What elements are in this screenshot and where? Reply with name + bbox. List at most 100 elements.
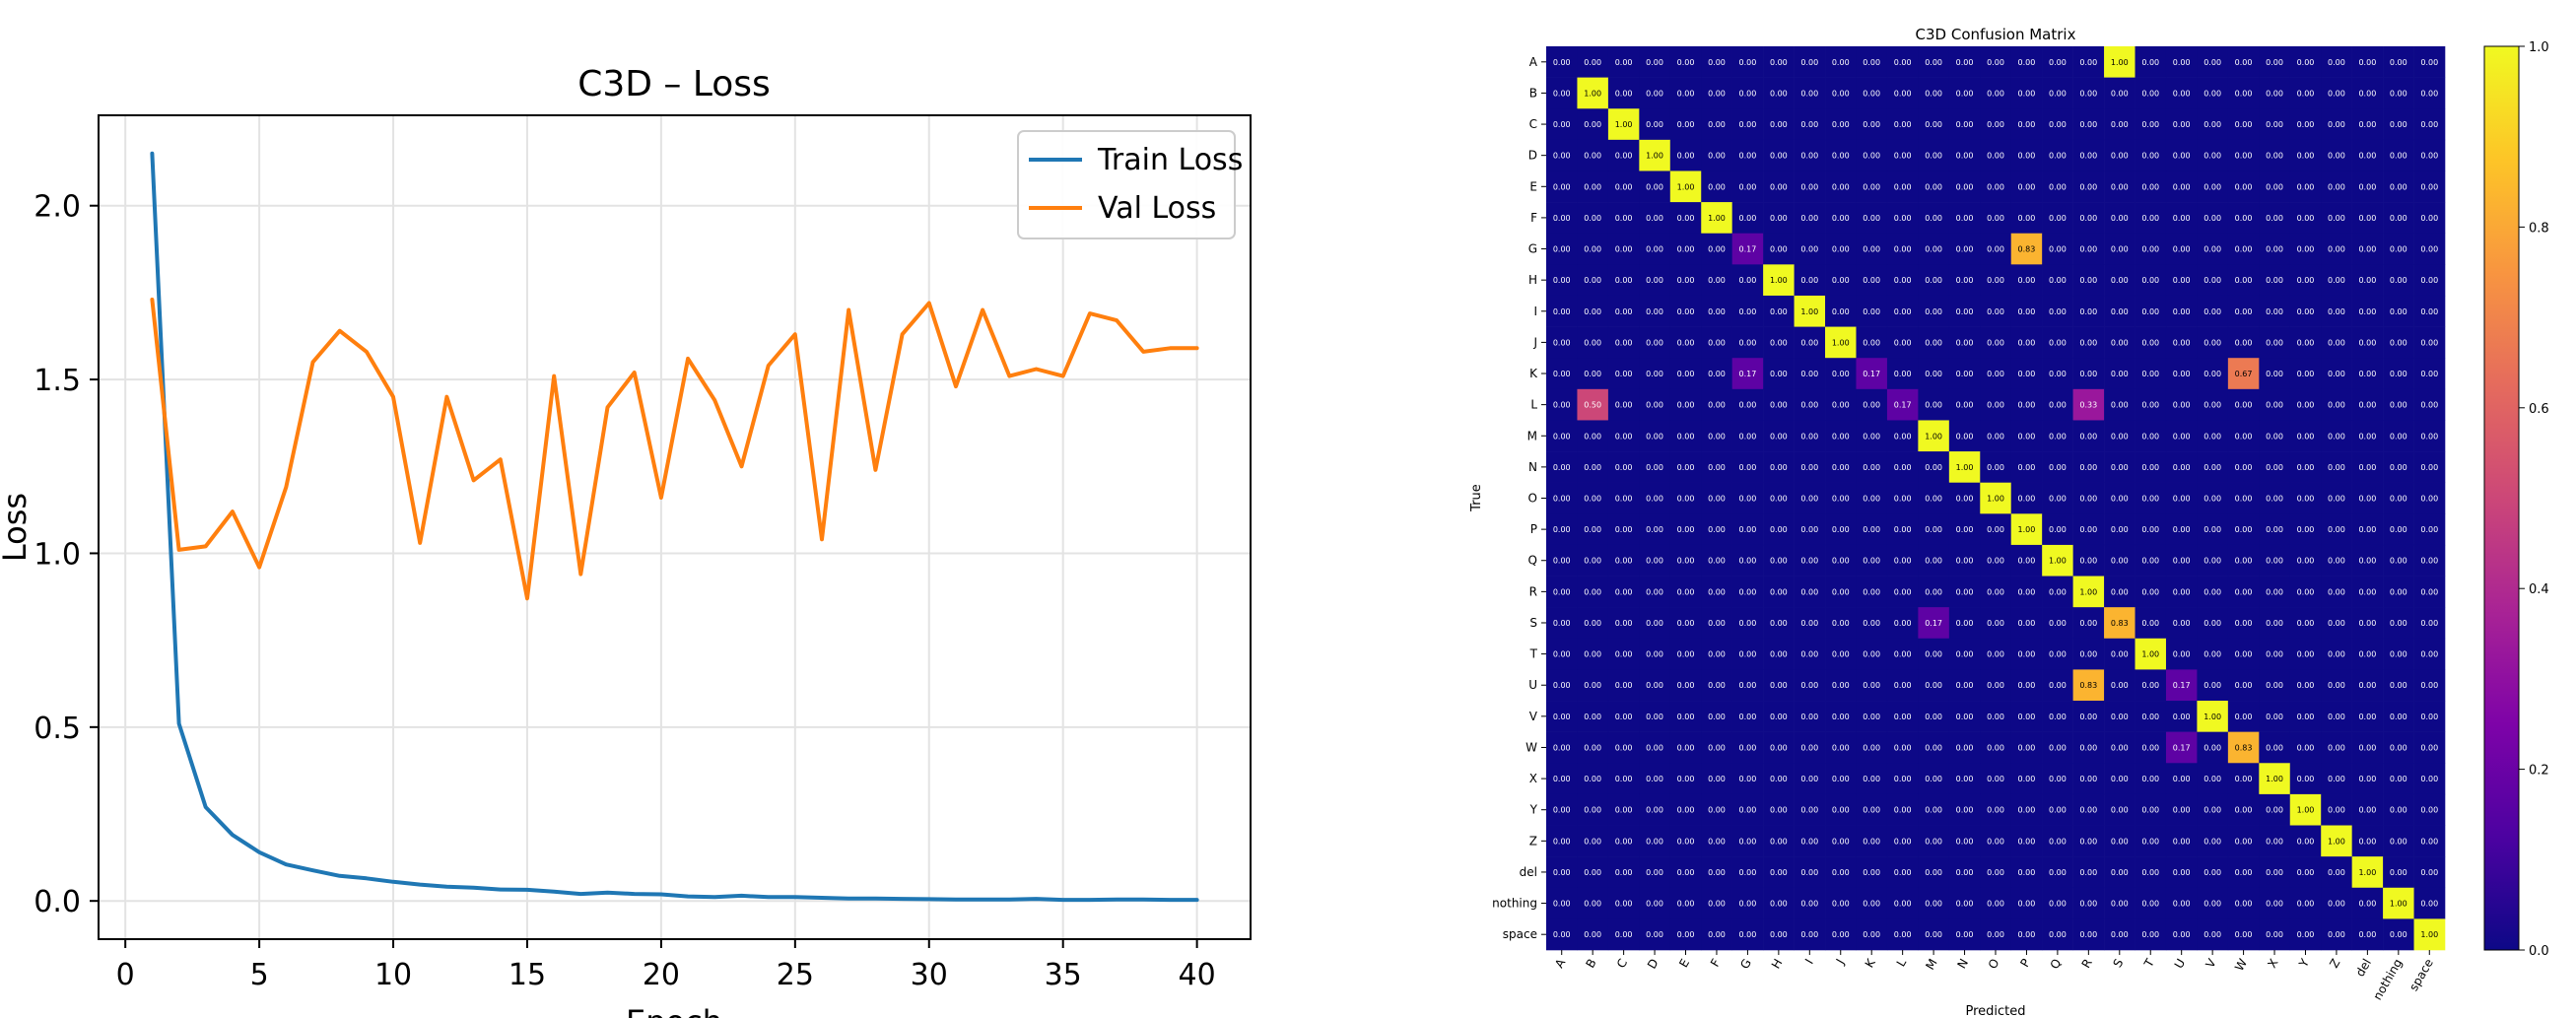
cm-cell-value: 0.00 — [2173, 89, 2191, 98]
cm-cell — [1980, 918, 2012, 951]
cm-cell-value: 0.00 — [2328, 120, 2345, 129]
cm-cell — [2289, 108, 2322, 141]
cm-cell-value: 0.00 — [2390, 775, 2407, 783]
cm-cell-value: 0.00 — [1863, 120, 1880, 129]
cm-cell-value: 0.00 — [2358, 338, 2376, 347]
cm-cell — [1701, 46, 1732, 78]
cm-cell — [1701, 451, 1732, 483]
cm-cell — [1577, 576, 1609, 608]
cm-cell-value: 0.00 — [2235, 525, 2253, 534]
cm-cell — [2135, 233, 2167, 265]
cm-cell — [2383, 451, 2414, 483]
cm-cell — [2042, 77, 2073, 109]
cm-cell-value: 0.00 — [2390, 557, 2407, 566]
cm-row-label: D — [1528, 149, 1537, 163]
cm-cell-value: 0.00 — [1708, 900, 1726, 909]
cm-cell-value: 0.17 — [1739, 245, 1757, 254]
cm-cell — [2227, 358, 2260, 390]
cm-cell-value: 0.00 — [1800, 557, 1818, 566]
cm-cell — [1701, 825, 1732, 857]
cm-cell-value: 1.00 — [2328, 837, 2345, 846]
cm-cell-value: 0.00 — [2390, 432, 2407, 441]
cm-cell — [2321, 202, 2352, 235]
cm-row-label: A — [1529, 55, 1538, 69]
cm-cell-value: 0.00 — [2420, 432, 2438, 441]
cm-cell — [2259, 326, 2291, 359]
cm-col-label: L — [1894, 956, 1910, 969]
cm-cell-value: 0.00 — [2141, 182, 2159, 191]
cm-cell-value: 0.00 — [1925, 587, 1942, 596]
cm-cell — [2321, 793, 2352, 826]
cm-cell — [2351, 264, 2384, 297]
cm-cell — [2104, 887, 2135, 919]
cm-cell — [2413, 825, 2446, 857]
cm-cell — [1948, 638, 1981, 670]
cm-cell — [2010, 825, 2043, 857]
cm-col-label: F — [1708, 956, 1724, 969]
cm-cell — [1701, 295, 1732, 327]
cm-cell-value: 0.00 — [2266, 557, 2283, 566]
cm-cell — [2010, 731, 2043, 764]
cm-cell — [1669, 451, 1702, 483]
cm-cell — [1607, 46, 1640, 78]
cm-cell — [1794, 825, 1826, 857]
cm-cell — [2259, 701, 2291, 732]
cm-cell-value: 0.00 — [2049, 495, 2067, 504]
cm-cell-value: 0.00 — [2420, 120, 2438, 129]
cm-cell-value: 0.00 — [1770, 681, 1788, 690]
cm-cell — [1607, 856, 1640, 889]
cm-cell — [1731, 233, 1764, 265]
cm-cell-value: 0.00 — [2111, 338, 2129, 347]
cm-cell-value: 0.00 — [2111, 214, 2129, 223]
cm-cell — [1918, 139, 1950, 171]
cm-cell — [2351, 170, 2384, 203]
cm-cell — [1794, 918, 1826, 951]
cm-cell-value: 0.00 — [1956, 743, 1974, 752]
cm-cell-value: 0.00 — [2235, 557, 2253, 566]
cm-cell — [1701, 576, 1732, 608]
cm-cell — [1948, 793, 1981, 826]
confusion-matrix: C3D Confusion Matrix 0.00 0.00 0.00 0.00 0.0… — [1469, 26, 2549, 1018]
cm-cell — [1701, 139, 1732, 171]
cm-cell-value: 0.00 — [1708, 681, 1726, 690]
cm-cell-value: 0.00 — [1894, 432, 1912, 441]
cm-cell-value: 0.00 — [2203, 58, 2221, 67]
cm-cell-value: 0.00 — [1584, 930, 1601, 939]
cm-cell-value: 0.00 — [2141, 775, 2159, 783]
cm-cell-value: 0.00 — [1956, 775, 1974, 783]
cm-cell — [2289, 607, 2322, 640]
loss-xlabel: Epoch — [626, 1003, 722, 1018]
cm-cell — [1669, 482, 1702, 514]
cm-cell — [2259, 295, 2291, 327]
cm-cell — [2010, 233, 2043, 265]
cm-cell-value: 0.00 — [1863, 58, 1880, 67]
cm-cell-value: 0.00 — [2049, 900, 2067, 909]
cm-cell-value: 0.00 — [1708, 806, 1726, 815]
cm-cell — [2321, 264, 2352, 297]
cm-cell-value: 0.00 — [2173, 120, 2191, 129]
cm-cell — [1607, 358, 1640, 390]
cm-cell-value: 0.00 — [1739, 775, 1757, 783]
cm-cell-value: 0.00 — [2235, 775, 2253, 783]
cm-cell-value: 0.00 — [1987, 900, 2004, 909]
cm-cell-value: 0.00 — [1832, 463, 1850, 472]
cm-cell-value: 0.00 — [1832, 900, 1850, 909]
cm-cell-value: 0.00 — [2420, 837, 2438, 846]
cm-cell — [2010, 139, 2043, 171]
cm-cell-value: 0.00 — [1832, 182, 1850, 191]
cm-cell-value: 0.00 — [2049, 587, 2067, 596]
cm-cell — [2010, 388, 2043, 421]
cm-cell — [1948, 108, 1981, 141]
cm-cell-value: 0.00 — [2018, 338, 2036, 347]
cm-cell-value: 0.00 — [2141, 120, 2159, 129]
cm-cell-value: 0.00 — [2328, 276, 2345, 285]
cm-cell — [1794, 482, 1826, 514]
cm-cell — [2165, 918, 2198, 951]
cm-cell — [1918, 264, 1950, 297]
cm-cell — [2413, 918, 2446, 951]
cm-cell — [1607, 233, 1640, 265]
cm-cell-value: 0.00 — [1800, 245, 1818, 254]
cm-cell — [1763, 513, 1795, 546]
cm-cell-value: 0.00 — [2390, 463, 2407, 472]
cm-cell-value: 0.00 — [1584, 120, 1601, 129]
